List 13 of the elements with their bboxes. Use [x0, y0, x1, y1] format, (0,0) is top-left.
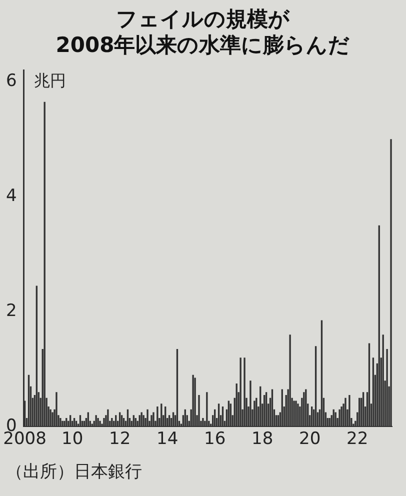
text: （出所）日本銀行: [6, 461, 142, 483]
x-tick-label: 10: [61, 429, 84, 450]
x-tick-label: 22: [346, 429, 368, 450]
x-tick-label: 18: [252, 429, 274, 450]
x-tick-label: 20: [299, 429, 321, 450]
y-tick-label: 4: [6, 186, 17, 206]
x-tick-label: 12: [109, 429, 131, 450]
x-tick-label: 14: [156, 429, 178, 450]
y-tick-label: 6: [6, 71, 17, 92]
y-axis-title: 兆円: [34, 70, 66, 90]
y-tick-label: 2: [6, 301, 17, 322]
chart-title: フェイルの規模が 2008年以来の水準に膨らんだ: [54, 6, 352, 58]
x-tick-label: 16: [204, 429, 226, 450]
